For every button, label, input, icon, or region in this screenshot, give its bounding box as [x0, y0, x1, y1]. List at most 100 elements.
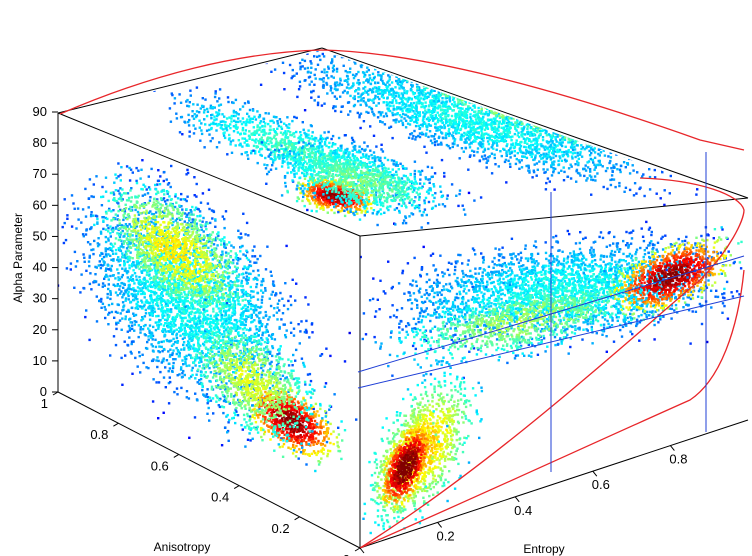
density-cell: [334, 81, 337, 84]
density-cell: [394, 121, 397, 124]
density-cell: [334, 206, 337, 209]
density-cell: [307, 153, 310, 156]
density-cell: [320, 189, 324, 193]
density-cell: [293, 74, 296, 77]
density-cell: [243, 137, 247, 140]
density-cell: [643, 143, 646, 146]
density-cell: [269, 157, 272, 160]
density-cell: [662, 162, 666, 165]
density-cell: [386, 81, 389, 84]
density-cell: [696, 188, 699, 191]
density-cell: [505, 93, 508, 96]
density-cell: [536, 139, 539, 142]
density-cell: [526, 127, 529, 130]
density-cell: [512, 104, 515, 107]
density-cell: [648, 188, 652, 191]
density-cell: [503, 138, 506, 142]
density-cell: [645, 127, 648, 130]
density-cell: [441, 105, 444, 108]
density-cell: [428, 92, 431, 95]
density-cell: [418, 88, 421, 92]
density-cell: [513, 124, 517, 128]
density-cell: [323, 68, 326, 71]
density-cell: [494, 128, 497, 131]
density-cell: [433, 138, 436, 141]
density-cell: [486, 159, 489, 163]
density-cell: [460, 133, 464, 136]
density-cell: [548, 108, 551, 112]
density-cell: [448, 120, 452, 123]
density-cell: [574, 123, 578, 127]
density-cell: [591, 158, 594, 162]
density-cell: [497, 136, 500, 139]
density-cell: [246, 118, 249, 121]
density-cell: [183, 120, 186, 123]
density-cell: [562, 166, 565, 169]
density-cell: [593, 147, 596, 150]
density-cell: [580, 144, 583, 147]
density-cell: [475, 120, 478, 123]
density-cell: [402, 112, 405, 116]
density-cell: [502, 131, 505, 134]
density-cell: [409, 133, 412, 136]
density-cell: [454, 92, 458, 95]
density-cell: [528, 113, 532, 117]
density-cell: [511, 92, 515, 95]
density-cell: [499, 97, 502, 100]
density-cell: [216, 124, 219, 127]
density-cell: [322, 208, 325, 211]
density-cell: [577, 124, 580, 127]
density-cell: [421, 185, 424, 188]
density-cell: [381, 150, 385, 153]
density-cell: [517, 123, 520, 126]
density-cell: [539, 85, 542, 88]
density-cell: [210, 114, 213, 117]
density-cell: [582, 167, 585, 171]
density-cell: [456, 98, 460, 101]
density-cell: [628, 188, 632, 192]
density-cell: [451, 70, 454, 74]
density-cell: [635, 149, 638, 152]
density-cell: [358, 81, 361, 85]
density-cell: [290, 134, 293, 137]
density-cell: [513, 105, 517, 108]
density-cell: [618, 181, 621, 185]
density-cell: [418, 135, 422, 139]
density-cell: [551, 161, 554, 164]
density-cell: [507, 94, 510, 97]
density-cell: [366, 78, 369, 81]
density-cell: [467, 107, 470, 110]
density-cell: [534, 110, 538, 113]
density-cell: [534, 154, 537, 157]
density-cell: [545, 119, 548, 122]
density-cell: [526, 107, 530, 110]
density-cell: [512, 123, 515, 126]
density-cell: [554, 136, 557, 139]
density-cell: [444, 105, 447, 108]
density-cell: [469, 94, 472, 97]
density-cell: [495, 120, 499, 123]
density-cell: [464, 89, 467, 92]
density-cell: [270, 137, 273, 141]
density-cell: [525, 102, 528, 105]
density-cell: [335, 81, 339, 84]
density-cell: [531, 117, 534, 120]
density-cell: [513, 97, 517, 101]
density-cell: [187, 113, 190, 117]
density-cell: [476, 92, 479, 95]
density-cell: [413, 92, 417, 95]
density-cell: [446, 87, 450, 90]
density-cell: [495, 103, 498, 106]
density-cell: [526, 100, 530, 103]
density-cell: [445, 71, 449, 74]
density-cell: [308, 137, 312, 140]
density-cell: [524, 138, 527, 141]
density-cell: [366, 29, 368, 31]
density-cell: [454, 84, 458, 87]
density-cell: [261, 124, 264, 128]
density-cell: [454, 119, 457, 122]
density-cell: [528, 138, 531, 141]
density-cell: [359, 112, 363, 115]
density-cell: [227, 124, 230, 128]
density-cell: [572, 102, 575, 105]
